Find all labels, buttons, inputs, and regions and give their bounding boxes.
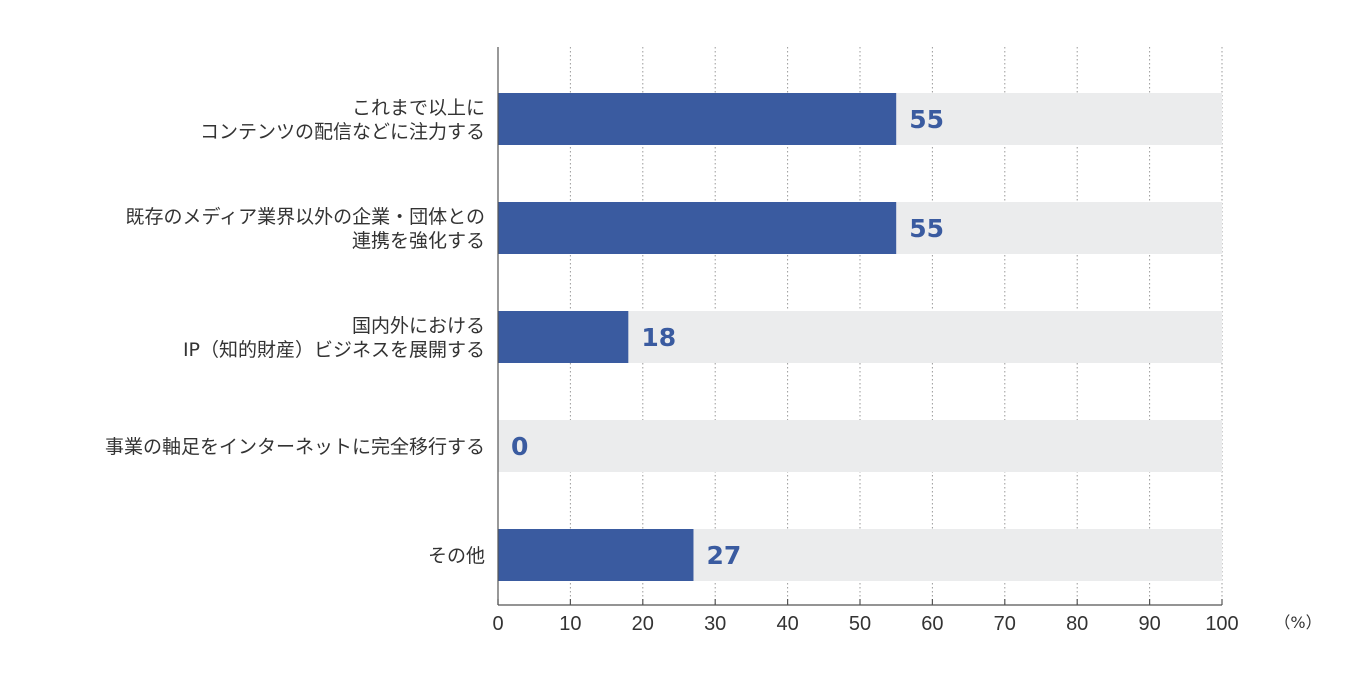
category-label: 既存のメディア業界以外の企業・団体との	[126, 206, 485, 228]
x-tick-label: 30	[704, 613, 726, 635]
bar	[498, 202, 897, 254]
category-labels: これまで以上にコンテンツの配信などに注力する既存のメディア業界以外の企業・団体と…	[105, 97, 485, 567]
bar	[498, 311, 629, 363]
value-label: 55	[909, 214, 944, 243]
x-tick-label: 10	[559, 613, 581, 635]
bar	[498, 529, 694, 581]
value-label: 0	[511, 432, 528, 461]
x-tick-label: 70	[994, 613, 1016, 635]
value-labels: 55 55 18 0 27	[511, 105, 944, 570]
category-label: これまで以上に	[352, 97, 485, 119]
category-label: 連携を強化する	[352, 230, 485, 252]
x-tick-label: 0	[492, 613, 503, 635]
bars	[498, 93, 897, 581]
value-label: 18	[641, 323, 676, 352]
bar-track	[498, 420, 1222, 472]
axes	[497, 47, 1223, 606]
value-label: 27	[706, 541, 741, 570]
x-axis-tick-labels: 0 10 20 30 40 50 60 70 80 90 100	[492, 613, 1238, 635]
x-tick-label: 90	[1138, 613, 1160, 635]
category-label: 国内外における	[352, 315, 485, 337]
x-tick-label: 100	[1205, 613, 1238, 635]
category-label: IP（知的財産）ビジネスを展開する	[183, 339, 485, 361]
category-label: 事業の軸足をインターネットに完全移行する	[105, 436, 485, 458]
x-tick-label: 20	[632, 613, 654, 635]
x-axis-unit-label: （%）	[1274, 613, 1321, 632]
category-label: コンテンツの配信などに注力する	[200, 121, 485, 143]
bar	[498, 93, 897, 145]
x-tick-label: 80	[1066, 613, 1088, 635]
x-tick-label: 50	[849, 613, 871, 635]
x-tick-label: 40	[776, 613, 798, 635]
x-tick-label: 60	[921, 613, 943, 635]
category-label: その他	[428, 545, 485, 567]
value-label: 55	[909, 105, 944, 134]
